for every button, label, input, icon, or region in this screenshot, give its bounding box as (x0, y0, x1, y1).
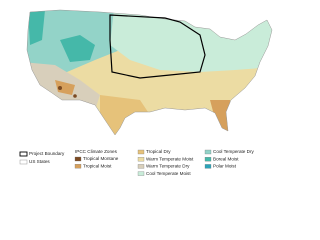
zone-tropical-dry (100, 95, 150, 135)
zone-swatch (137, 171, 145, 176)
zone-swatch (74, 156, 82, 162)
legend-label: Warm Temperate Moist (146, 156, 194, 161)
legend-label: Cool Temperate Moist (146, 171, 191, 176)
legend-label: Project Boundary (29, 151, 65, 156)
legend-label: Boreal Moist (213, 156, 239, 161)
legend-label: US States (29, 159, 50, 164)
zone-florida (210, 100, 232, 135)
legend: Project Boundary US States IPCC Climate … (19, 149, 254, 176)
legend-label: Warm Temperate Dry (146, 164, 190, 169)
legend-label: Polar Moist (213, 164, 237, 169)
climate-zones (27, 10, 272, 135)
map-figure: Project Boundary US States IPCC Climate … (19, 9, 273, 176)
zone-tropical-montane (58, 86, 62, 90)
states-swatch (19, 159, 28, 165)
zone-tropical-montane-2 (73, 94, 77, 98)
project-boundary (109, 14, 206, 79)
zone-swatch (204, 149, 212, 155)
zone-boreal-moist (60, 35, 95, 62)
legend-label: Tropical Moist (83, 163, 112, 168)
zone-cool-temperate-moist (110, 10, 272, 72)
legend-label: Tropical Dry (146, 149, 171, 154)
zone-swatch (137, 149, 145, 155)
legend-title: IPCC Climate Zones (75, 149, 118, 154)
zone-swatch (137, 157, 145, 162)
zone-swatch (74, 164, 82, 169)
zone-swatch (204, 157, 212, 162)
us-outline (26, 9, 273, 136)
legend-label: Cool Temperate Dry (213, 149, 254, 154)
zone-boreal-moist-west (28, 10, 45, 45)
legend-label: Tropical Montane (83, 156, 119, 161)
boundary-swatch (19, 151, 28, 157)
zone-swatch (204, 164, 212, 169)
zone-tropical-moist (55, 80, 75, 95)
zone-swatch (137, 164, 145, 169)
